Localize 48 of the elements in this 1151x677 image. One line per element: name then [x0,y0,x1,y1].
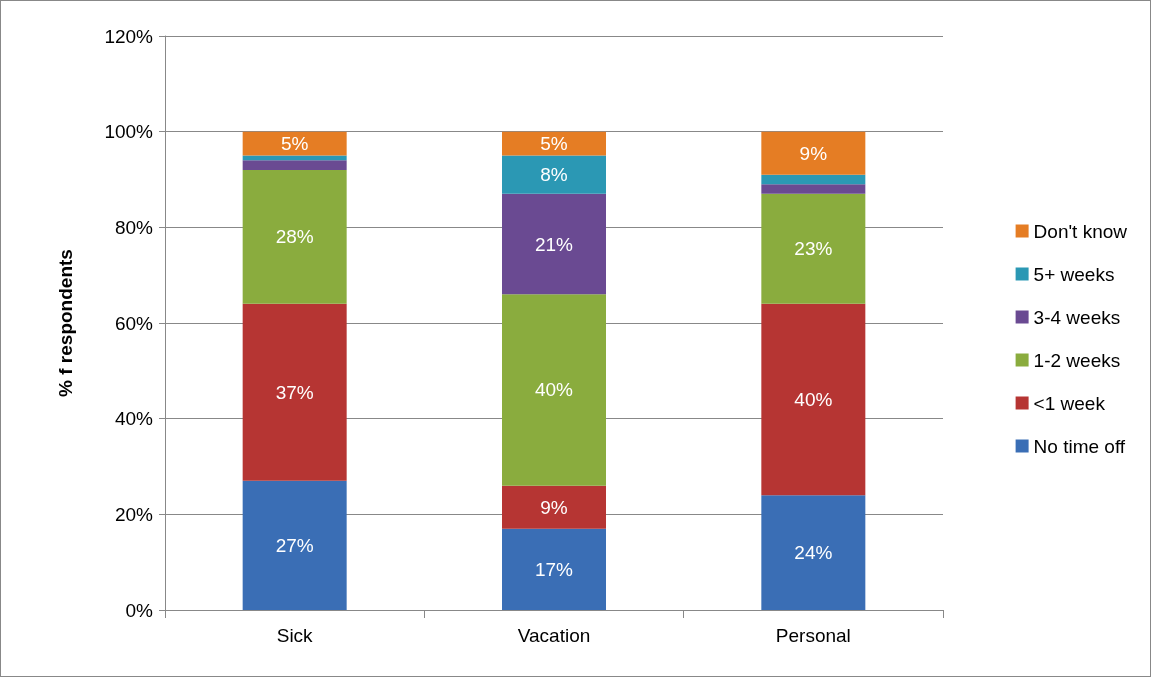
data-label: 21% [534,233,574,255]
y-tick-label: 40% [114,408,154,430]
bar [502,485,606,529]
data-label: 24% [794,542,833,564]
data-label: 17% [534,558,574,580]
bar [761,495,866,610]
data-label: 9% [540,496,568,518]
bar [761,174,866,185]
legend-label: <1 week [1033,392,1106,414]
legend-label: Don't know [1033,220,1128,242]
bar [761,131,866,175]
bar [502,155,606,194]
bar [502,294,606,486]
legend-label: 5+ weeks [1033,263,1115,285]
bar [502,131,606,156]
y-tick-label: 20% [114,503,154,525]
data-label: 5% [540,133,568,155]
data-label: 23% [794,238,833,260]
data-label: 37% [275,381,314,403]
bar [761,303,866,496]
bar [242,169,347,304]
legend-label: 3-4 weeks [1033,306,1121,328]
x-tick-label: Sick [276,625,314,646]
y-tick-label: 80% [114,216,154,238]
y-tick-label: 60% [114,312,154,334]
x-tick-label: Personal [775,625,851,646]
data-label: 27% [275,534,314,556]
bar [242,160,347,170]
legend-label: No time off [1033,435,1126,457]
bar [242,480,347,610]
y-tick-label: 100% [104,121,154,143]
y-axis-title: % f respondents [55,249,76,397]
bar [242,131,347,156]
legend-label: 1-2 weeks [1033,349,1121,371]
y-tick-label: 120% [104,25,154,47]
bar [502,528,606,610]
bar [761,184,866,194]
x-tick-label: Vacation [517,625,591,646]
data-label: 40% [794,389,833,411]
bar [242,303,347,481]
y-tick-label: 0% [125,599,154,621]
data-label: 8% [540,164,568,186]
data-label: 28% [275,226,314,248]
data-label: 5% [280,133,309,155]
bar [761,193,866,304]
data-label: 9% [799,142,828,164]
data-label: 40% [534,379,574,401]
bar [502,193,606,295]
